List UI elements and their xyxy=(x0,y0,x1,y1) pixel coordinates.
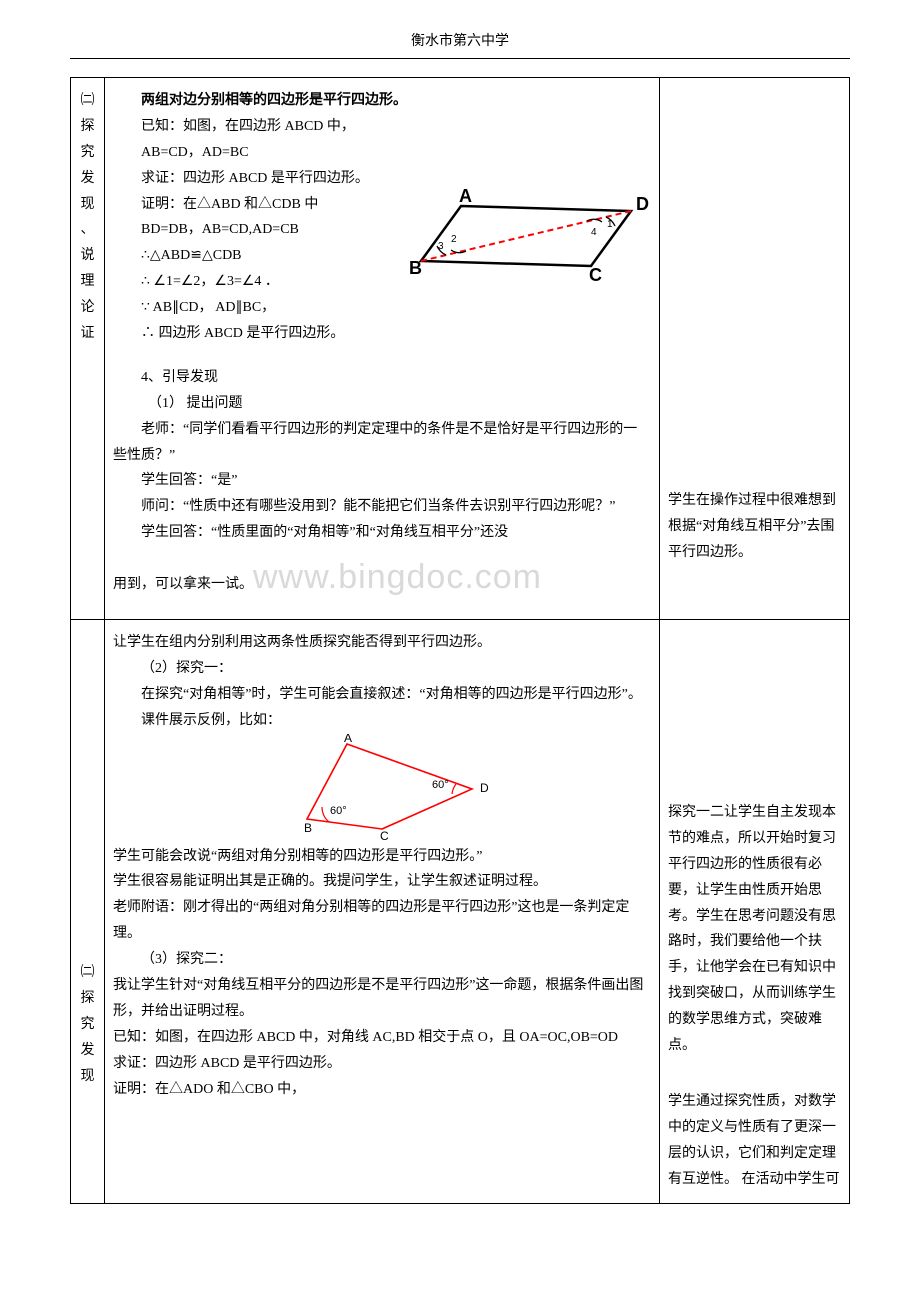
explore1-t5: 老师附语：刚才得出的“两组对角分别相等的四边形是平行四边形”这也是一条判定定理。 xyxy=(113,895,651,947)
teacher-q1: 老师：“同学们看看平行四边形的判定定理中的条件是不是恰好是平行四边形的一些性质？… xyxy=(113,417,651,469)
student-a2b: 用到，可以拿来一试。 xyxy=(113,577,253,592)
angle-4: 4 xyxy=(591,227,597,238)
content-cell-1: 两组对边分别相等的四边形是平行四边形。 已知：如图，在四边形 ABCD 中， A… xyxy=(105,78,660,620)
header-rule xyxy=(70,58,850,59)
angle-3: 3 xyxy=(438,241,444,252)
explore2-sub: （3）探究二： xyxy=(113,947,651,973)
label-d: D xyxy=(636,194,649,214)
note-3: 学生通过探究性质，对数学中的定义与性质有了更深一层的认识，它们和判定定理有互逆性… xyxy=(668,1089,841,1193)
explore2-t7: 已知：如图，在四边形 ABCD 中，对角线 AC,BD 相交于点 O，且 OA=… xyxy=(113,1025,651,1051)
explore1-t1: 在探究“对角相等”时，学生可能会直接叙述：“对角相等的四边形是平行四边形”。 xyxy=(113,682,651,708)
student-a2b-watermark: 用到，可以拿来一试。www.bingdoc.com xyxy=(113,546,651,609)
explore1-t3: 学生可能会改说“两组对角分别相等的四边形是平行四边形。” xyxy=(113,844,651,870)
notes-cell-2: 探究一二让学生自主发现本节的难点，所以开始时复习平行四边形的性质很有必要，让学生… xyxy=(660,620,850,1203)
given-line: 已知：如图，在四边形 ABCD 中， xyxy=(113,114,651,140)
explore2-t9: 证明：在△ADO 和△CBO 中， xyxy=(113,1077,651,1103)
note-1: 学生在操作过程中很难想到根据“对角线互相平分”去围平行四边形。 xyxy=(668,488,841,566)
main-table: ㈡探究发现、说理论证 两组对边分别相等的四边形是平行四边形。 已知：如图，在四边… xyxy=(70,77,850,1204)
notes-cell-1: 学生在操作过程中很难想到根据“对角线互相平分”去围平行四边形。 xyxy=(660,78,850,620)
teacher-q2: 师问：“性质中还有哪些没用到？能不能把它们当条件去识别平行四边形呢？” xyxy=(113,494,651,520)
angle-1: 1 xyxy=(607,219,613,230)
ce-label-b: B xyxy=(304,821,312,835)
label-a: A xyxy=(459,186,472,206)
explore1-t4: 学生很容易能证明出其是正确的。我提问学生，让学生叙述证明过程。 xyxy=(113,869,651,895)
note-2: 探究一二让学生自主发现本节的难点，所以开始时复习平行四边形的性质很有必要，让学生… xyxy=(668,800,841,1059)
explore2-t6: 我让学生针对“对角线互相平分的四边形是不是平行四边形”这一命题，根据条件画出图形… xyxy=(113,973,651,1025)
proof-line-5: ∵ AB∥CD， AD∥BC， xyxy=(113,295,651,321)
angle-2: 2 xyxy=(451,234,457,245)
group-activity: 让学生在组内分别利用这两条性质探究能否得到平行四边形。 xyxy=(113,630,651,656)
content-cell-2: 让学生在组内分别利用这两条性质探究能否得到平行四边形。 （2）探究一： 在探究“… xyxy=(105,620,660,1203)
counterexample-diagram: A B C D 60° 60° xyxy=(252,734,512,844)
section-label-2: ㈡探究发现 xyxy=(71,620,105,1203)
proof-line-6: ∴ 四边形 ABCD 是平行四边形。 xyxy=(113,321,651,347)
student-a1: 学生回答：“是” xyxy=(113,468,651,494)
explore1-t2: 课件展示反例，比如： xyxy=(113,708,651,734)
ce-label-a: A xyxy=(344,734,352,745)
given-eq: AB=CD，AD=BC xyxy=(113,140,651,166)
section-label-1: ㈡探究发现、说理论证 xyxy=(71,78,105,620)
watermark-text: www.bingdoc.com xyxy=(253,558,542,596)
discover-sub1: （1） 提出问题 xyxy=(113,391,651,417)
label-c: C xyxy=(589,265,602,285)
ce-label-d: D xyxy=(480,781,489,795)
label-b: B xyxy=(409,258,422,278)
student-a2a: 学生回答：“性质里面的“对角相等”和“对角线互相平分”还没 xyxy=(113,520,651,546)
ce-angle-d: 60° xyxy=(432,779,449,791)
parallelogram-diagram: A D B C 1 4 3 2 xyxy=(391,186,651,296)
theorem-title: 两组对边分别相等的四边形是平行四边形。 xyxy=(113,88,651,114)
page-header: 衡水市第六中学 xyxy=(70,30,850,50)
explore2-t8: 求证：四边形 ABCD 是平行四边形。 xyxy=(113,1051,651,1077)
explore1-sub: （2）探究一： xyxy=(113,656,651,682)
ce-label-c: C xyxy=(380,829,389,843)
discover-heading: 4、引导发现 xyxy=(113,365,651,391)
ce-angle-b: 60° xyxy=(330,805,347,817)
